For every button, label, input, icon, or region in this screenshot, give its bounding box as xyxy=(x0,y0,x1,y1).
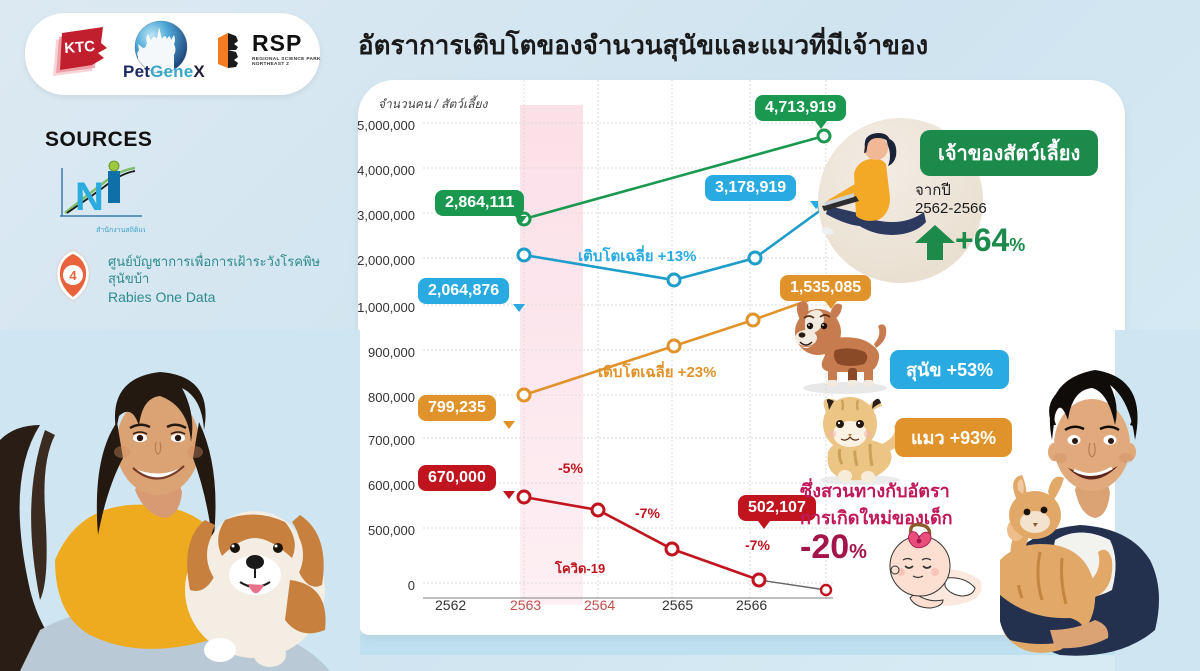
svg-text:KTC: KTC xyxy=(64,38,96,57)
svg-text:4: 4 xyxy=(69,268,77,283)
svg-text:N: N xyxy=(75,175,104,219)
svg-text:สำนักงานสถิติแห่งชาติ: สำนักงานสถิติแห่งชาติ xyxy=(96,226,145,234)
